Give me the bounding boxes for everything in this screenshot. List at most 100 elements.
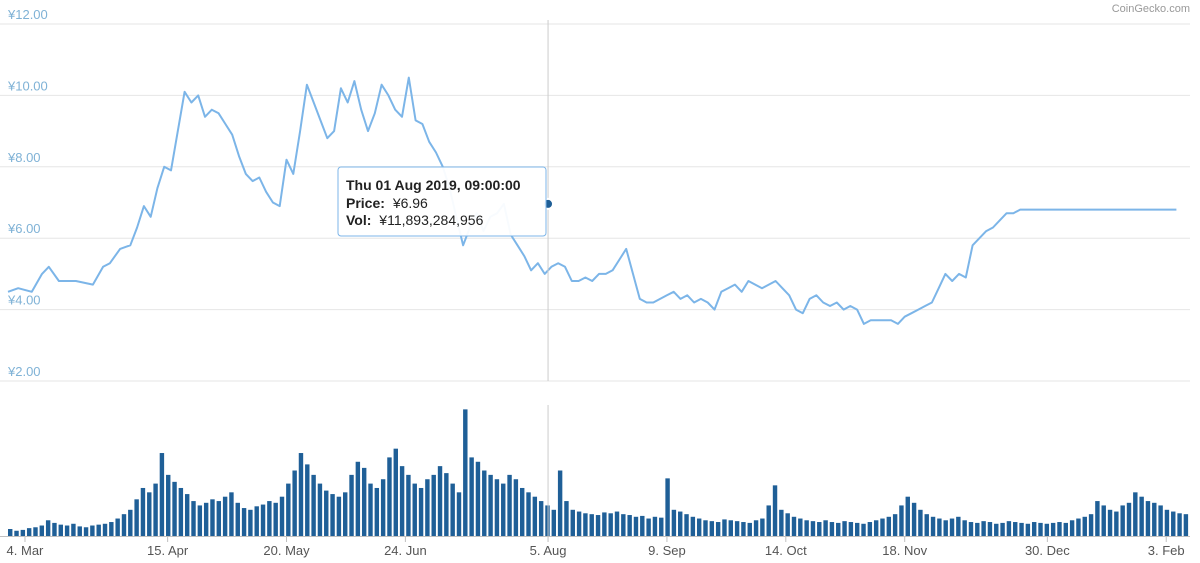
volume-bar bbox=[279, 496, 285, 536]
volume-bar bbox=[305, 464, 310, 536]
credit-label[interactable]: CoinGecko.com bbox=[1112, 3, 1190, 15]
tooltip-vol-label: Vol: bbox=[346, 212, 371, 228]
volume-bar bbox=[1101, 505, 1106, 536]
volume-bar bbox=[538, 501, 544, 536]
volume-bar bbox=[14, 530, 19, 536]
volume-bar bbox=[1145, 501, 1151, 536]
volume-bar bbox=[45, 520, 51, 536]
volume-bar bbox=[482, 470, 487, 536]
y-axis-ticks: ¥2.00 ¥4.00 ¥6.00 ¥8.00 ¥10.00 ¥12.00 bbox=[7, 7, 48, 379]
volume-bar bbox=[962, 520, 967, 536]
volume-bar bbox=[564, 501, 569, 536]
volume-bar bbox=[1095, 501, 1100, 536]
volume-bar bbox=[159, 453, 165, 536]
volume-bar bbox=[608, 513, 613, 536]
tooltip-vol-row: Vol: ¥11,893,284,956 bbox=[346, 212, 484, 228]
volume-bar bbox=[1107, 509, 1113, 536]
volume-bar bbox=[766, 505, 771, 536]
volume-bar bbox=[96, 524, 101, 536]
tooltip-date: Thu 01 Aug 2019, 09:00:00 bbox=[346, 177, 521, 193]
volume-bar bbox=[848, 522, 854, 536]
volume-bar bbox=[652, 516, 658, 536]
volume-bar bbox=[880, 518, 885, 536]
volume-bar bbox=[570, 509, 575, 536]
x-tick-label: 20. May bbox=[263, 543, 310, 558]
volume-bar bbox=[393, 448, 398, 536]
x-tick-label: 3. Feb bbox=[1148, 543, 1185, 558]
volume-bar bbox=[532, 496, 538, 536]
volume-bar bbox=[235, 502, 240, 536]
volume-bar bbox=[804, 520, 809, 536]
volume-bar bbox=[494, 479, 500, 536]
volume-bar bbox=[128, 509, 133, 536]
volume-bar bbox=[798, 518, 803, 536]
volume-bar bbox=[1050, 522, 1056, 536]
volume-bar bbox=[1013, 522, 1018, 536]
price-line bbox=[7, 76, 1177, 325]
volume-bar bbox=[349, 474, 354, 536]
volume-bar bbox=[918, 509, 923, 536]
volume-bar bbox=[779, 509, 784, 536]
volume-bar bbox=[368, 483, 373, 536]
volume-bar bbox=[899, 505, 904, 536]
volume-bar bbox=[709, 521, 715, 536]
volume-bar bbox=[671, 509, 677, 536]
volume-bar bbox=[994, 523, 999, 536]
volume-bar bbox=[589, 514, 594, 536]
volume-bar bbox=[184, 494, 190, 536]
x-tick-label: 4. Mar bbox=[7, 543, 45, 558]
volume-bar bbox=[734, 521, 740, 536]
volume-bar bbox=[1000, 522, 1005, 536]
volume-bar bbox=[406, 474, 411, 536]
volume-bar bbox=[336, 496, 342, 536]
y-tick-label: ¥4.00 bbox=[7, 293, 41, 308]
volume-bar bbox=[741, 522, 746, 536]
volume-bar bbox=[1069, 520, 1075, 536]
volume-bar bbox=[519, 487, 525, 536]
volume-bar bbox=[696, 518, 702, 536]
volume-bar bbox=[33, 527, 38, 536]
volume-bar bbox=[728, 520, 733, 536]
volume-bar bbox=[140, 487, 146, 536]
volume-bar bbox=[1088, 514, 1094, 536]
volume-bar bbox=[1114, 511, 1119, 536]
volume-bar bbox=[545, 505, 550, 536]
volume-bar bbox=[817, 522, 822, 536]
volume-bar bbox=[1019, 522, 1024, 536]
volume-bar bbox=[267, 501, 272, 536]
volume-bar bbox=[1006, 521, 1012, 536]
volume-bar bbox=[867, 522, 873, 536]
volume-bar bbox=[1177, 513, 1182, 536]
volume-bar bbox=[260, 504, 266, 536]
volume-bar bbox=[507, 474, 512, 536]
volume-bar bbox=[26, 528, 32, 536]
volume-bar bbox=[930, 516, 936, 536]
volume-bar bbox=[943, 520, 948, 536]
volume-bar bbox=[968, 522, 974, 536]
volume-bar bbox=[399, 466, 405, 536]
volume-bar bbox=[387, 457, 392, 536]
volume-bar bbox=[1076, 518, 1081, 536]
volume-bar bbox=[1183, 514, 1189, 536]
volume-bar bbox=[450, 483, 455, 536]
volume-bar bbox=[627, 515, 632, 536]
volume-bar bbox=[361, 467, 367, 536]
volume-bar bbox=[197, 505, 203, 536]
x-axis-ticks: 4. Mar 15. Apr 20. May 24. Jun 5. Aug 9. Sep 1… bbox=[7, 536, 1185, 558]
tooltip-price-row: Price: ¥6.96 bbox=[346, 195, 428, 211]
volume-bar bbox=[191, 501, 196, 536]
volume-bar bbox=[374, 487, 380, 536]
volume-bar bbox=[956, 516, 961, 536]
volume-bar bbox=[1164, 509, 1170, 536]
volume-bar bbox=[557, 470, 563, 536]
volume-bar bbox=[583, 513, 588, 536]
volume-bar bbox=[659, 517, 664, 536]
volume-bar bbox=[1133, 492, 1138, 536]
volume-bar bbox=[8, 529, 13, 536]
x-tick-label: 30. Dec bbox=[1025, 543, 1070, 558]
volume-bar bbox=[1126, 502, 1132, 536]
volume-bar bbox=[210, 499, 215, 536]
y-tick-label: ¥6.00 bbox=[7, 221, 41, 236]
volume-bar bbox=[949, 518, 955, 536]
